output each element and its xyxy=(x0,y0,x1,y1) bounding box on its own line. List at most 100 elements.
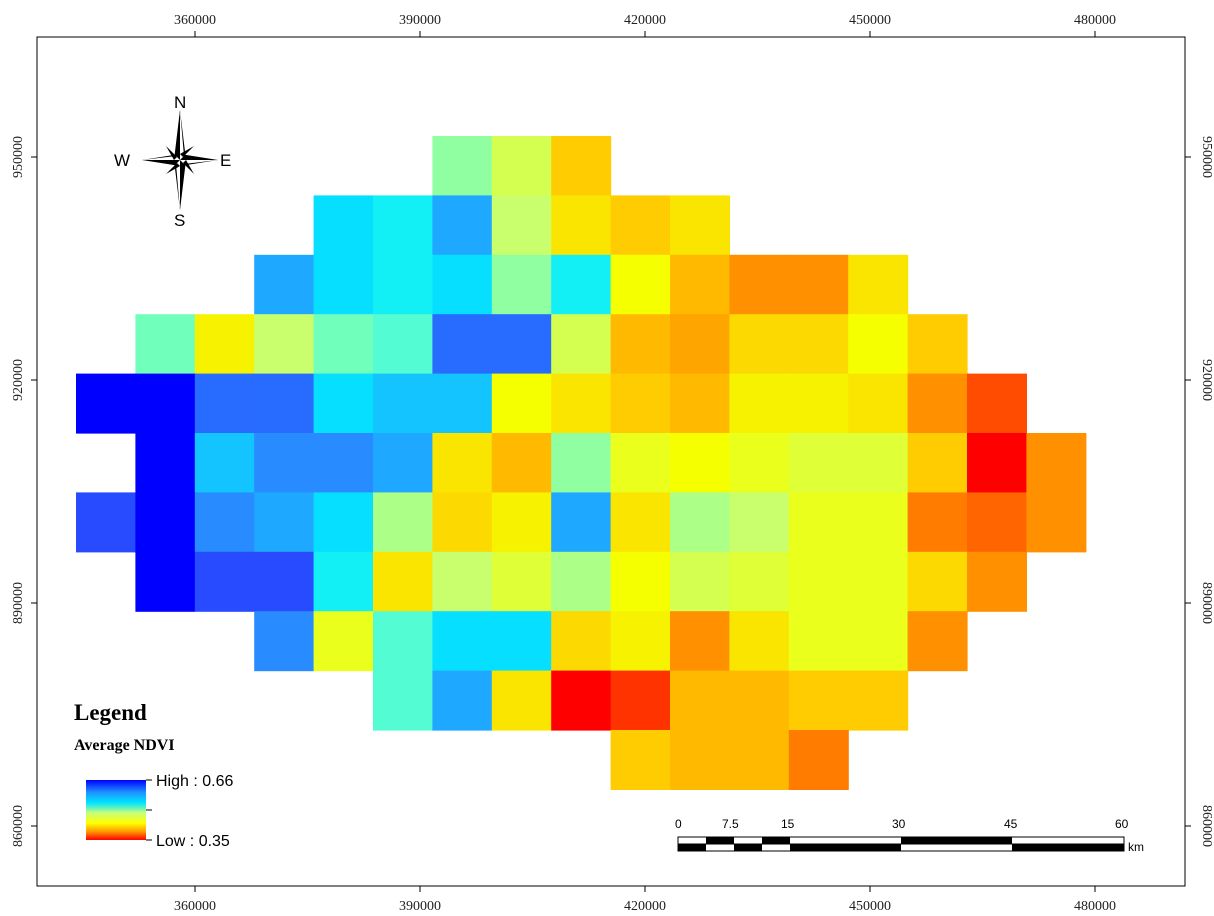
raster-cell xyxy=(373,670,433,731)
raster-cell xyxy=(432,373,493,434)
raster-cell xyxy=(729,492,790,553)
raster-cell xyxy=(610,254,671,315)
x-tick-label-top: 420000 xyxy=(624,13,666,28)
scale-label-45: 45 xyxy=(1004,817,1018,831)
coordinate-ticks: 3600003600003900003900004200004200004500… xyxy=(11,13,1214,914)
raster-cell xyxy=(610,492,671,553)
raster-cell xyxy=(313,551,374,612)
raster-cell xyxy=(432,195,493,256)
raster-cell xyxy=(432,254,493,315)
raster-cell xyxy=(907,314,968,375)
raster-cell xyxy=(194,314,255,375)
raster-cell xyxy=(788,551,849,612)
raster-cell xyxy=(907,492,968,553)
scale-label-60: 60 xyxy=(1115,817,1129,831)
scale-label-0: 0 xyxy=(675,817,682,831)
x-tick-label-top: 360000 xyxy=(174,13,216,28)
raster-cell xyxy=(551,492,612,553)
raster-cell xyxy=(373,433,433,493)
raster-cell xyxy=(491,492,552,553)
raster-cell xyxy=(788,433,849,493)
raster-cell xyxy=(848,611,909,672)
raster-cell xyxy=(373,195,433,256)
raster-cell xyxy=(313,373,374,434)
raster-cell xyxy=(491,433,552,493)
x-tick-label-bottom: 360000 xyxy=(174,899,216,914)
raster-cell xyxy=(313,611,374,672)
x-tick-label-top: 390000 xyxy=(399,13,441,28)
raster-cell xyxy=(907,373,968,434)
raster-cell xyxy=(551,195,612,256)
raster-cell xyxy=(848,551,909,612)
raster-cell xyxy=(848,670,909,731)
raster-cell xyxy=(373,492,433,553)
raster-cell xyxy=(670,492,730,553)
raster-cell xyxy=(907,611,968,672)
raster-cell xyxy=(670,670,730,731)
raster-cell xyxy=(788,373,849,434)
raster-cell xyxy=(729,433,790,493)
raster-cell xyxy=(788,611,849,672)
raster-cell xyxy=(373,611,433,672)
compass-n-label: N xyxy=(174,93,186,112)
legend-subtitle: Average NDVI xyxy=(74,737,175,754)
legend-high-label: High : 0.66 xyxy=(156,773,233,790)
raster-cell xyxy=(551,670,612,731)
ndvi-raster xyxy=(76,136,1087,790)
scale-label-7-5: 7.5 xyxy=(722,817,739,831)
raster-cell xyxy=(491,611,552,672)
raster-cell xyxy=(551,373,612,434)
raster-cell xyxy=(194,433,255,493)
raster-cell xyxy=(432,611,493,672)
raster-cell xyxy=(729,314,790,375)
raster-cell xyxy=(848,314,909,375)
raster-cell xyxy=(491,195,552,256)
raster-cell xyxy=(551,254,612,315)
raster-cell xyxy=(670,611,730,672)
raster-cell xyxy=(373,373,433,434)
raster-cell xyxy=(491,136,552,196)
x-tick-label-bottom: 420000 xyxy=(624,899,666,914)
raster-cell xyxy=(551,433,612,493)
raster-cell xyxy=(610,433,671,493)
raster-cell xyxy=(313,433,374,493)
raster-cell xyxy=(194,551,255,612)
raster-cell xyxy=(848,373,909,434)
x-tick-label-bottom: 450000 xyxy=(849,899,891,914)
raster-cell xyxy=(670,551,730,612)
x-tick-label-top: 450000 xyxy=(849,13,891,28)
raster-cell xyxy=(254,373,315,434)
raster-cell xyxy=(135,373,196,434)
raster-cell xyxy=(432,551,493,612)
raster-cell xyxy=(194,492,255,553)
legend: Legend Average NDVI High : 0.66 Low : 0.… xyxy=(74,700,233,850)
compass-w-label: W xyxy=(114,151,130,170)
compass-e-label: E xyxy=(220,151,231,170)
y-tick-label-left: 920000 xyxy=(11,359,26,401)
raster-cell xyxy=(491,670,552,731)
raster-cell xyxy=(907,433,968,493)
raster-cell xyxy=(848,254,909,315)
raster-cell xyxy=(254,611,315,672)
y-tick-label-right: 890000 xyxy=(1199,582,1214,624)
raster-cell xyxy=(670,373,730,434)
raster-cell xyxy=(729,551,790,612)
raster-cell xyxy=(313,254,374,315)
raster-cell xyxy=(313,492,374,553)
raster-cell xyxy=(610,195,671,256)
raster-cell xyxy=(135,492,196,553)
raster-cell xyxy=(135,314,196,375)
y-tick-label-left: 890000 xyxy=(11,582,26,624)
scale-unit-label: km xyxy=(1128,840,1144,854)
raster-cell xyxy=(373,551,433,612)
raster-cell xyxy=(76,492,136,553)
raster-cell xyxy=(373,254,433,315)
legend-low-label: Low : 0.35 xyxy=(156,833,230,850)
y-tick-label-left: 860000 xyxy=(11,805,26,847)
raster-cell xyxy=(254,492,315,553)
raster-cell xyxy=(967,551,1027,612)
raster-cell xyxy=(729,611,790,672)
y-tick-label-right: 920000 xyxy=(1199,359,1214,401)
raster-cell xyxy=(432,314,493,375)
raster-cell xyxy=(135,551,196,612)
